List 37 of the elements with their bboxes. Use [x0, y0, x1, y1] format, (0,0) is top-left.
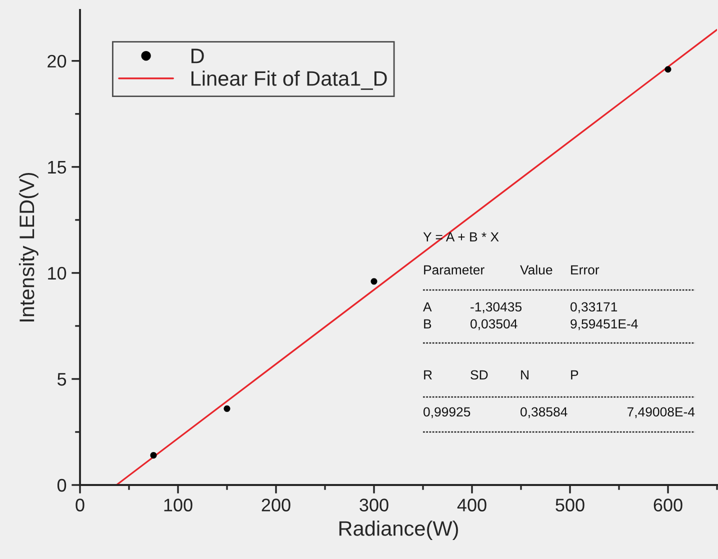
- y-tick-label: 0: [57, 478, 66, 492]
- annotation: 0,38584: [520, 407, 568, 418]
- annotation: 0,03504: [470, 319, 518, 330]
- point: [224, 405, 230, 412]
- y-tick-label: 5: [57, 373, 66, 386]
- annotation: Parameter: [424, 265, 484, 275]
- x-tick-label: 0: [76, 498, 84, 512]
- annotation: B: [424, 319, 432, 328]
- y-tick-label: 20: [48, 54, 66, 68]
- y-axis-title: Intensity LED(V): [18, 172, 38, 322]
- annotation: N: [521, 370, 528, 380]
- point: [150, 452, 157, 459]
- annotation: 7,49008E-4: [627, 407, 695, 418]
- annotation: 9,59451E-4: [570, 319, 638, 330]
- x-tick-label: 600: [654, 498, 682, 512]
- annotation: SD: [470, 370, 488, 380]
- annotation: 0,99925: [424, 407, 470, 418]
- x-tick-label: 100: [164, 498, 192, 512]
- x-axis-title: Radiance(W): [339, 520, 458, 540]
- annotation: Y = A + B * X: [423, 232, 499, 242]
- x-tick-label: 500: [556, 498, 584, 512]
- annotation: 0,33171: [570, 302, 618, 314]
- x-tick-label: 400: [457, 498, 486, 512]
- legend-label: D: [192, 48, 204, 64]
- point: [664, 66, 672, 73]
- annotation: A: [423, 302, 432, 312]
- annotation: R: [424, 370, 432, 380]
- legend-label: Linear Fit of Data1_D: [192, 70, 387, 90]
- annotation: -1,30435: [470, 302, 522, 314]
- x-tick-label: 200: [262, 498, 290, 512]
- y-tick-label: 10: [48, 266, 66, 280]
- annotation: P: [571, 370, 578, 380]
- y-tick-label: 15: [48, 161, 66, 174]
- annotation: Error: [571, 265, 600, 275]
- point: [370, 278, 378, 285]
- x-tick-label: 300: [360, 498, 388, 512]
- annotation: Value: [520, 264, 552, 275]
